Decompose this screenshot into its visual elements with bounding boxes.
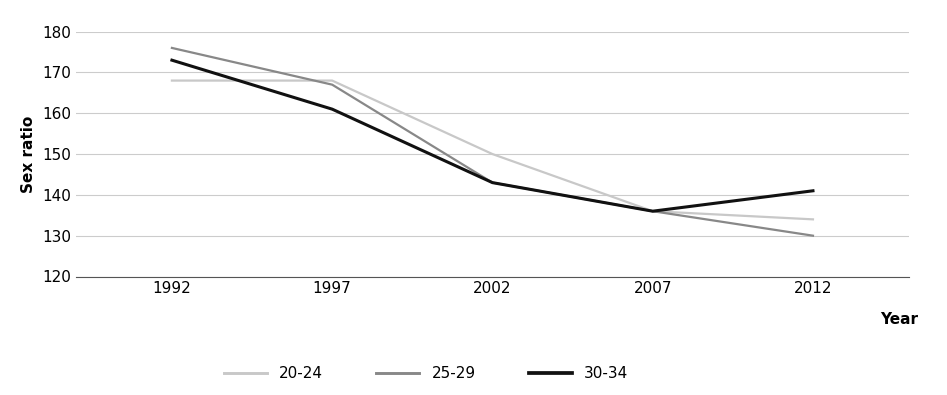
Text: Year: Year xyxy=(881,312,919,327)
Legend: 20-24, 25-29, 30-34: 20-24, 25-29, 30-34 xyxy=(218,360,634,387)
Y-axis label: Sex ratio: Sex ratio xyxy=(22,115,36,193)
